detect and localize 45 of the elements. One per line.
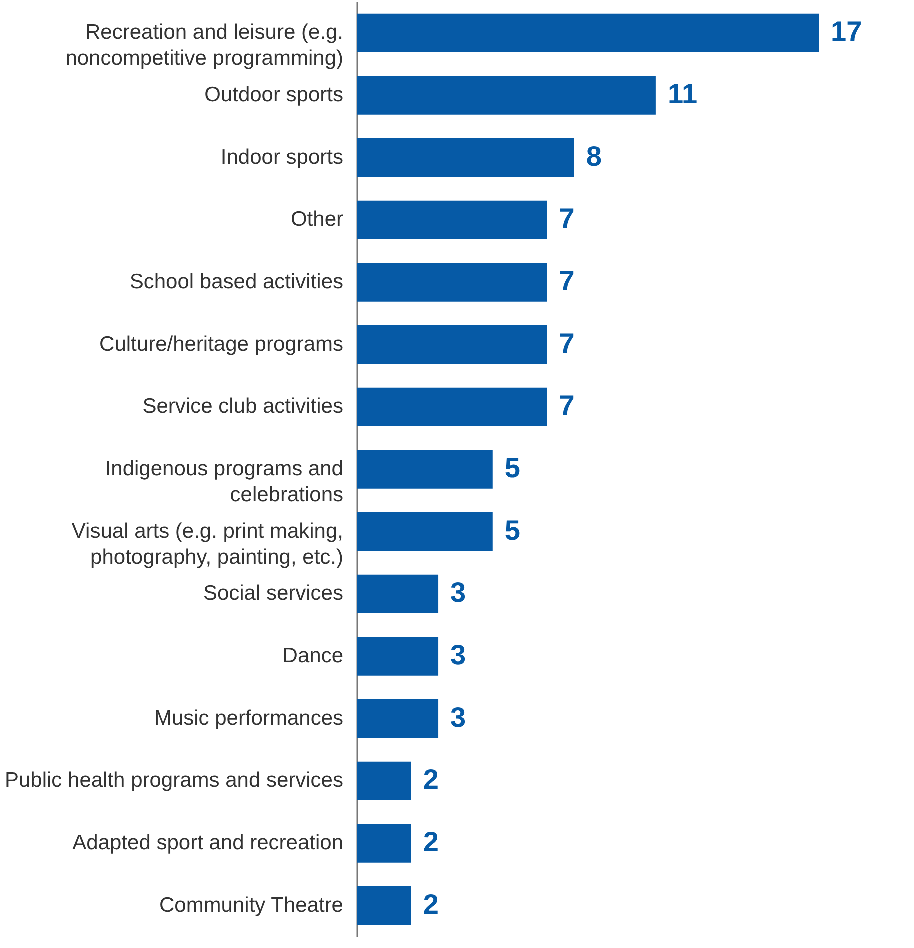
data-label: 2 (423, 888, 439, 920)
y-tick-label: School based activities (130, 270, 344, 294)
y-tick-label: Indoor sports (220, 146, 344, 169)
y-tick-label: Service club activities (142, 395, 344, 418)
bar (357, 14, 819, 52)
data-label: 7 (559, 266, 575, 296)
y-tick-label: Music performances (154, 706, 344, 730)
bar (357, 76, 656, 115)
bar (357, 637, 439, 676)
data-label: 2 (423, 764, 439, 796)
bar (357, 200, 548, 240)
y-tick-label: Adapted sport and recreation (72, 832, 344, 854)
bar (357, 700, 439, 738)
y-tick-label: Social services (203, 582, 344, 606)
bar (357, 450, 493, 489)
data-label: 7 (559, 328, 575, 359)
y-tick-label: Recreation and leisure (e.g. noncompetitive programming) (66, 21, 344, 70)
bar (357, 326, 548, 364)
bar (357, 824, 412, 863)
y-tick-label: Other (290, 208, 344, 232)
bar (357, 574, 439, 614)
y-tick-label: Visual arts (e.g. print making, photography, painting, etc.) (72, 520, 344, 569)
bar (357, 138, 574, 178)
y-tick-label: Culture/heritage programs (100, 332, 344, 356)
data-label: 3 (450, 640, 466, 670)
bar (357, 886, 412, 926)
y-tick-label: Indigenous programs and celebrations (105, 458, 344, 506)
y-tick-label: Dance (282, 644, 344, 668)
data-label: 5 (504, 514, 520, 546)
bar (357, 512, 493, 552)
data-label: 3 (450, 702, 466, 733)
y-tick-label: Outdoor sports (204, 84, 344, 106)
data-label: 2 (423, 826, 439, 858)
bar (357, 263, 548, 302)
data-label: 17 (831, 16, 862, 48)
data-label: 7 (559, 203, 575, 234)
bar (357, 762, 412, 800)
data-label: 8 (586, 140, 602, 172)
bar (357, 388, 548, 426)
y-tick-label: Community Theatre (159, 894, 344, 917)
data-label: 7 (559, 390, 575, 422)
data-label: 5 (504, 452, 520, 484)
y-tick-label: Public health programs and services (4, 769, 344, 792)
data-label: 11 (668, 78, 698, 110)
data-label: 3 (450, 577, 466, 608)
